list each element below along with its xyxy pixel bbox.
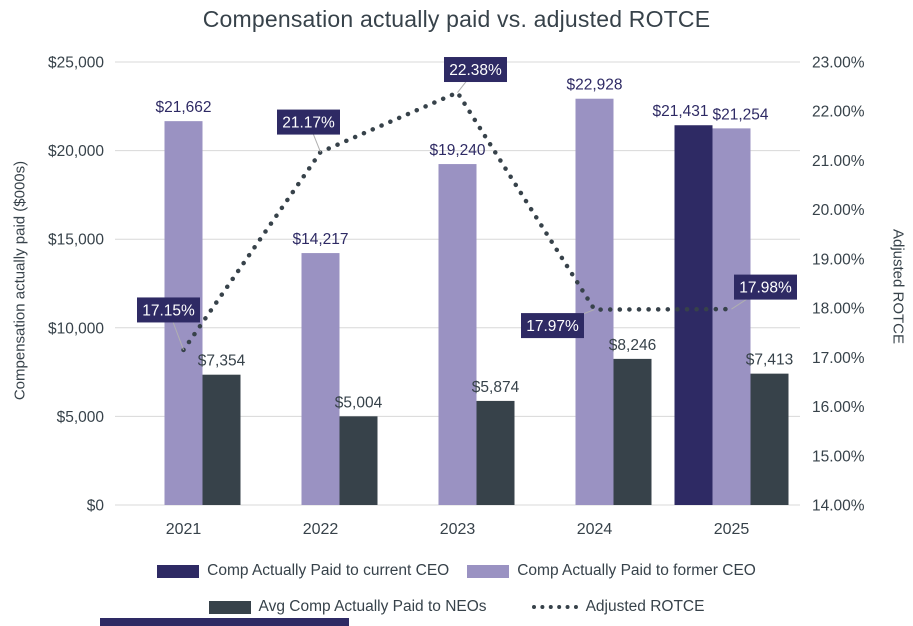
rotce-label: 17.15% <box>142 302 195 319</box>
rotce-label: 17.97% <box>526 318 579 335</box>
legend-swatch-rotce-dotted-line <box>531 605 578 609</box>
right-axis-tick-label: 23.00% <box>812 55 865 72</box>
bar-neos <box>750 373 789 505</box>
right-axis-tick-label: 16.00% <box>812 399 865 416</box>
bar-value-label: $22,928 <box>566 77 622 94</box>
legend-item-current-ceo: Comp Actually Paid to current CEO <box>157 562 449 580</box>
rotce-label: 21.17% <box>282 115 335 132</box>
chart-title: Compensation actually paid vs. adjusted … <box>202 6 711 32</box>
legend-item-rotce: Adjusted ROTCE <box>531 598 705 616</box>
bar-neos <box>202 374 241 505</box>
rotce-label-box <box>444 57 507 83</box>
legend-item-former-ceo: Comp Actually Paid to former CEO <box>467 562 756 580</box>
right-axis-tick-label: 21.00% <box>812 153 865 170</box>
bar-value-label: $5,874 <box>472 379 520 396</box>
right-axis-tick-label: 18.00% <box>812 301 865 318</box>
legend-row-2: Avg Comp Actually Paid to NEOs Adjusted … <box>0 598 913 616</box>
bar-value-label: $7,413 <box>746 352 793 369</box>
x-axis-label: 2023 <box>440 521 476 538</box>
bar-value-label: $8,246 <box>609 337 656 354</box>
bar-value-label: $21,431 <box>652 103 708 120</box>
bar-former_ceo <box>575 98 614 505</box>
bar-current_ceo <box>674 125 713 506</box>
rotce-label-box <box>277 109 340 135</box>
left-axis-tick-label: $10,000 <box>48 320 104 337</box>
x-axis-label: 2021 <box>166 521 202 538</box>
right-axis-tick-label: 14.00% <box>812 498 865 515</box>
legend-label-rotce: Adjusted ROTCE <box>585 598 705 615</box>
rotce-label: 22.38% <box>449 62 502 79</box>
left-axis-tick-label: $20,000 <box>48 143 104 160</box>
left-axis-tick-label: $0 <box>87 498 105 515</box>
left-axis-tick-label: $15,000 <box>48 232 104 249</box>
bar-former_ceo <box>301 253 340 505</box>
legend-swatch-former-ceo <box>467 564 510 578</box>
bottom-strip <box>100 618 349 626</box>
legend-label-current-ceo: Comp Actually Paid to current CEO <box>207 562 450 579</box>
bar-former_ceo <box>438 164 477 505</box>
legend-swatch-neos <box>208 600 251 614</box>
legend-swatch-current-ceo <box>157 564 200 578</box>
rotce-label-box <box>734 274 797 300</box>
right-axis-tick-label: 17.00% <box>812 350 865 367</box>
bar-value-label: $21,662 <box>155 99 211 116</box>
left-axis-tick-label: $5,000 <box>57 409 105 426</box>
bar-neos <box>476 400 515 505</box>
legend-row-1: Comp Actually Paid to current CEO Comp A… <box>0 562 913 580</box>
bar-neos <box>339 416 378 505</box>
bar-former_ceo <box>712 128 751 505</box>
right-axis-tick-label: 19.00% <box>812 251 865 268</box>
x-axis-label: 2022 <box>303 521 339 538</box>
legend-item-neos: Avg Comp Actually Paid to NEOs <box>208 598 487 616</box>
right-axis-tick-label: 15.00% <box>812 448 865 465</box>
legend-label-neos: Avg Comp Actually Paid to NEOs <box>258 598 487 615</box>
left-axis-tick-label: $25,000 <box>48 55 104 72</box>
bar-value-label: $19,240 <box>429 142 485 159</box>
bar-value-label: $21,254 <box>712 106 768 123</box>
legend-label-former-ceo: Comp Actually Paid to former CEO <box>517 562 756 579</box>
right-axis-tick-label: 20.00% <box>812 202 865 219</box>
bar-neos <box>613 358 652 505</box>
bar-value-label: $7,354 <box>198 353 246 370</box>
rotce-dotted-line <box>181 89 734 353</box>
bar-value-label: $14,217 <box>292 231 348 248</box>
x-axis-label: 2024 <box>577 521 613 538</box>
right-axis-tick-label: 22.00% <box>812 104 865 121</box>
x-axis-label: 2025 <box>714 521 750 538</box>
chart-canvas: $0 $5,000 $10,000 $15,000 $20,000 $25,000 14.0… <box>48 55 865 539</box>
bar-value-label: $5,004 <box>335 394 383 411</box>
rotce-label-box <box>521 313 584 339</box>
rotce-label: 17.98% <box>739 280 792 297</box>
rotce-label-box <box>137 297 200 323</box>
